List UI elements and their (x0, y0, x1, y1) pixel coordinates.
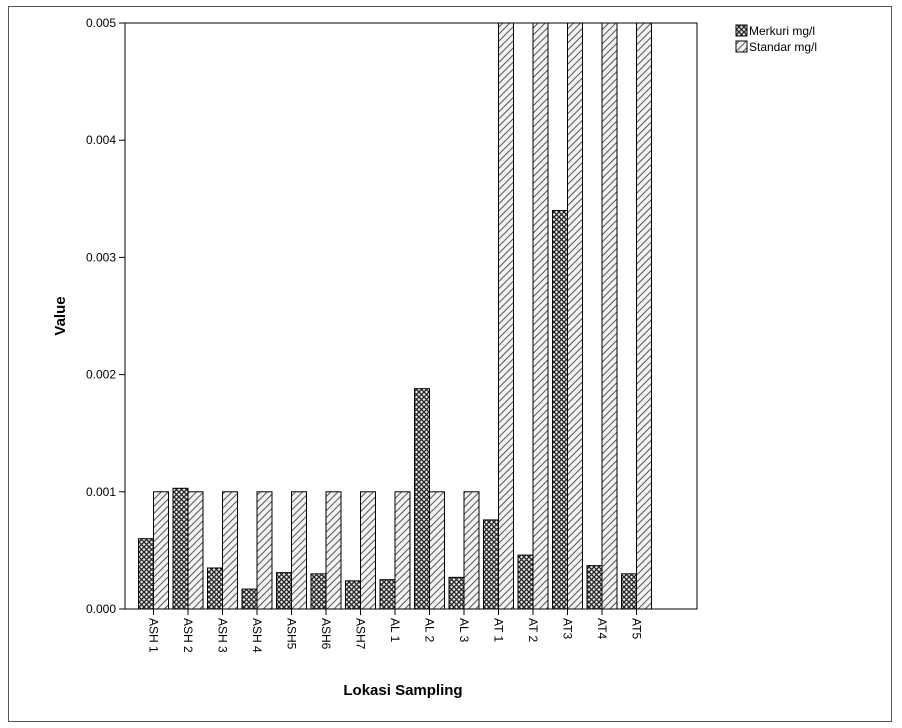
legend-label: Standar mg/l (749, 40, 817, 54)
bar-merkuri (552, 210, 568, 610)
bar-merkuri (379, 579, 396, 610)
bar-merkuri (138, 538, 154, 610)
legend-swatch (735, 24, 748, 37)
x-axis-label: Lokasi Sampling (343, 682, 462, 699)
bar-merkuri (483, 519, 499, 610)
bar-merkuri (241, 588, 258, 610)
x-tick-label: ASH5 (285, 618, 299, 650)
bar-merkuri (517, 554, 534, 610)
x-axis: ASH 1 ASH 2 ASH 3 ASH 4 ASH5 ASH6 ASH7 AL 1 AL 2… (147, 609, 644, 653)
bar-merkuri (414, 388, 430, 610)
y-tick-label: 0.005 (86, 16, 116, 30)
x-tick-label: ASH6 (319, 618, 333, 650)
x-tick-label: AT5 (630, 618, 644, 639)
legend-swatch (735, 40, 748, 53)
bar-standar (291, 491, 307, 610)
x-tick-label: AT 2 (526, 618, 540, 643)
x-tick-label: ASH 4 (250, 618, 264, 653)
bar-standar (636, 22, 652, 610)
bar-merkuri (207, 567, 223, 610)
legend: Merkuri mg/l Standar mg/l (735, 24, 817, 54)
y-tick-label: 0.002 (86, 368, 116, 382)
y-tick-label: 0.004 (86, 133, 116, 147)
x-tick-label: ASH 3 (216, 618, 230, 653)
bar-standar (222, 491, 238, 610)
x-tick-label: AL 2 (423, 618, 437, 643)
bar-standar (256, 491, 273, 610)
bar-standar (187, 491, 204, 610)
bar-standar (601, 22, 618, 610)
bar-standar (360, 491, 376, 610)
bar-standar (325, 491, 342, 610)
bar-standar (153, 491, 169, 610)
x-tick-label: AT 1 (492, 618, 506, 643)
x-tick-label: ASH 2 (181, 618, 195, 653)
bar-merkuri (586, 565, 603, 610)
bar-merkuri (448, 576, 465, 610)
bars-group (138, 22, 652, 610)
bar-standar (532, 22, 549, 610)
bar-standar (429, 491, 445, 610)
x-tick-label: AT3 (561, 618, 575, 639)
bar-standar (498, 22, 514, 610)
legend-label: Merkuri mg/l (749, 24, 815, 38)
chart-frame: 0.000 0.001 0.002 0.003 0.004 0.005 ASH 1 ASH … (8, 6, 892, 722)
x-tick-label: AL 3 (457, 618, 471, 643)
bar-merkuri (172, 487, 189, 610)
y-tick-label: 0.001 (86, 485, 116, 499)
y-tick-label: 0.003 (86, 250, 116, 264)
x-tick-label: ASH 1 (147, 618, 161, 653)
bar-merkuri (276, 572, 292, 610)
bar-merkuri (345, 580, 361, 610)
y-axis-label: Value (52, 296, 69, 335)
bar-standar (567, 22, 583, 610)
y-tick-label: 0.000 (86, 602, 116, 616)
y-axis: 0.000 0.001 0.002 0.003 0.004 0.005 (86, 16, 125, 616)
bar-merkuri (310, 573, 327, 610)
x-tick-label: AT4 (595, 618, 609, 639)
x-tick-label: AL 1 (388, 618, 402, 643)
x-tick-label: ASH7 (354, 618, 368, 650)
bar-standar (463, 491, 480, 610)
bar-standar (394, 491, 411, 610)
bar-merkuri (621, 573, 637, 610)
